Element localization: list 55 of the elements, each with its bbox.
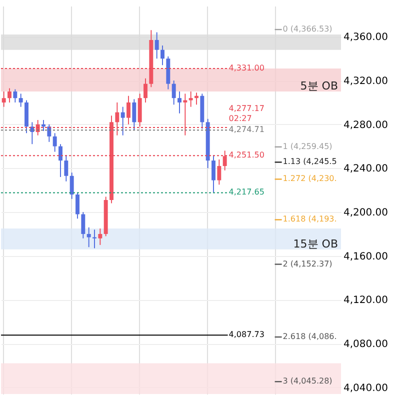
candlestick xyxy=(92,229,96,249)
candlestick xyxy=(13,88,18,103)
ref-line-label: 2 (4,152.37) xyxy=(282,259,332,268)
y-tick-label: 4,360.00 xyxy=(344,32,388,44)
candlestick xyxy=(70,172,74,200)
candlestick xyxy=(86,226,91,248)
candlestick xyxy=(81,212,86,239)
y-tick-label: 4,200.00 xyxy=(344,208,388,219)
band-label: 15분 OB xyxy=(293,237,338,250)
y-tick-label: 4,080.00 xyxy=(344,339,388,350)
candlestick xyxy=(18,93,23,108)
candlestick xyxy=(132,98,136,130)
candlestick xyxy=(183,93,188,136)
candlestick xyxy=(115,102,120,136)
y-tick-label: 4,160.00 xyxy=(344,251,388,262)
candlestick xyxy=(64,154,68,182)
candlestick xyxy=(126,95,130,125)
ref-line-label: 4,251.50 xyxy=(228,150,264,160)
candlestick xyxy=(42,119,46,132)
candlestick xyxy=(144,78,148,103)
ref-line-label: 4,087.73 xyxy=(228,330,264,340)
candlestick xyxy=(178,90,182,114)
candlestick xyxy=(120,106,125,136)
band-label: 5분 OB xyxy=(300,79,338,92)
candlestick xyxy=(58,144,62,178)
ref-line-label: 3 (4,045.28) xyxy=(282,376,332,386)
y-tick-label: 4,120.00 xyxy=(344,295,388,306)
candlestick xyxy=(212,154,216,193)
y-tick-label: 4,240.00 xyxy=(344,164,388,175)
candlestick xyxy=(154,32,159,60)
candlestick xyxy=(52,132,57,152)
y-tick-label: 4,280.00 xyxy=(344,120,388,131)
ref-line-label: 4,331.00 xyxy=(228,63,264,72)
ref-line-label: 4,274.71 xyxy=(228,125,264,134)
y-tick-label: 4,040.00 xyxy=(344,382,388,394)
ref-line-label: 0 (4,366.53) xyxy=(282,24,332,34)
candlestick xyxy=(47,124,52,142)
candlestick xyxy=(76,192,80,220)
ref-line-label: 4,217.65 xyxy=(228,188,264,197)
candlestick xyxy=(222,150,227,171)
candlestick xyxy=(160,44,164,66)
candlestick xyxy=(172,80,176,106)
ref-line-label: 1.272 (4,230. xyxy=(282,174,337,184)
candlestick xyxy=(2,90,6,108)
candlestick xyxy=(217,158,222,186)
ref-line-label: 1.618 (4,193. xyxy=(282,214,337,224)
ref-line-label: 4,277.17 02:27 xyxy=(228,104,264,124)
ref-line-label: 2.618 (4,086. xyxy=(282,332,337,342)
ref-line-label: 1 (4,259.45) xyxy=(282,142,332,151)
y-tick-label: 4,320.00 xyxy=(344,76,388,88)
candlestick xyxy=(194,92,198,106)
candlestick xyxy=(188,90,193,108)
candlestick xyxy=(98,228,102,246)
candlestick xyxy=(8,88,12,103)
ref-line-label: 1.13 (4,245.5 xyxy=(282,157,337,166)
